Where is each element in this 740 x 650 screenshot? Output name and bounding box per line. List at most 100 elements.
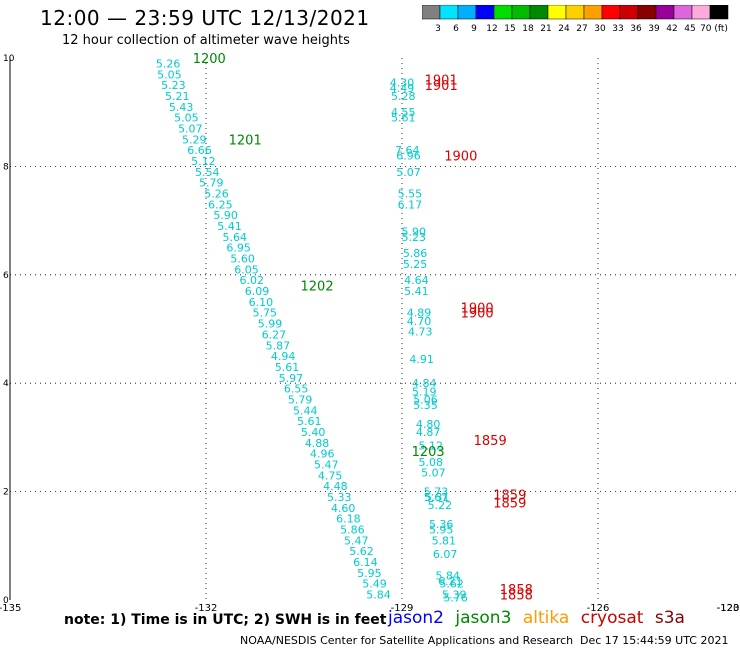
satellite-legend-jason3: jason3	[455, 608, 512, 628]
swh-value-label: 5.60	[230, 253, 255, 266]
credit-text: NOAA/NESDIS Center for Satellite Applica…	[240, 634, 574, 647]
colorbar-label: 12	[486, 24, 497, 34]
pass-time-label: 1859	[493, 496, 526, 511]
units-note: note: 1) Time is in UTC; 2) SWH is in fe…	[64, 612, 387, 628]
pass-time-label: 1900	[461, 301, 494, 316]
swh-value-label: 5.26	[204, 188, 229, 201]
swh-value-label: 6.18	[336, 513, 361, 526]
y-tick-label: 4	[3, 379, 9, 389]
swh-value-label: 5.76	[443, 591, 468, 604]
swh-value-label: 6.27	[262, 328, 287, 341]
swh-value-label: 5.61	[391, 112, 416, 125]
swh-value-label: 5.25	[403, 258, 428, 271]
swh-value-label: 5.90	[402, 225, 427, 238]
swh-value-label: 5.29	[182, 133, 207, 146]
colorbar-label: 36	[630, 24, 642, 34]
swh-value-label: 6.07	[433, 548, 458, 561]
swh-value-label: 5.28	[391, 90, 416, 103]
swh-value-label: 4.60	[331, 502, 356, 515]
swh-value-label: 5.23	[161, 79, 186, 92]
swh-value-label: 5.79	[288, 393, 313, 406]
swh-value-label: 5.40	[301, 426, 326, 439]
swh-value-label: 6.17	[398, 198, 423, 211]
pass-time-label: 1203	[412, 445, 445, 460]
swh-value-label: 5.97	[279, 372, 304, 385]
swh-value-label: 5.86	[403, 247, 428, 260]
pass-time-label: 1858	[500, 583, 533, 598]
swh-value-label: 5.33	[327, 491, 352, 504]
swh-value-label: 5.05	[174, 112, 199, 125]
swh-value-label: 5.67	[424, 491, 449, 504]
swh-value-label: 5.47	[344, 534, 369, 547]
swh-value-label: 6.10	[249, 296, 274, 309]
swh-value-label: 4.64	[404, 274, 429, 287]
swh-value-label: 4.49	[390, 82, 415, 95]
swh-value-label: 6.02	[239, 274, 264, 287]
swh-value-label: 4.89	[407, 307, 432, 320]
x-tick-label: -135	[0, 603, 21, 614]
swh-value-label: 5.21	[165, 90, 190, 103]
colorbar-label: 70 (ft)	[700, 24, 728, 34]
swh-value-label: 5.79	[199, 177, 224, 190]
swh-value-label: 5.61	[275, 361, 300, 374]
satellite-legend-altika: altika	[522, 608, 570, 628]
swh-value-label: 4.73	[408, 326, 433, 339]
colorbar-label: 15	[504, 24, 515, 34]
satellite-legend: jason2 jason3 altika cryosat s3a	[388, 608, 691, 628]
swh-value-label: 5.47	[314, 459, 339, 472]
chart-subtitle: 12 hour collection of altimeter wave hei…	[62, 33, 350, 48]
swh-value-label: 5.84	[435, 570, 460, 583]
swh-value-label: 5.41	[404, 285, 429, 298]
pass-time-label: 1859	[474, 434, 507, 449]
swh-value-label: 4.94	[271, 350, 296, 363]
swh-value-label: 4.48	[323, 480, 348, 493]
swh-value-label: 5.22	[428, 499, 453, 512]
swh-value-label: 4.75	[318, 469, 343, 482]
pass-time-label: 1859	[493, 488, 526, 503]
pass-time-label: 1900	[461, 307, 494, 322]
x-tick-label: -126	[587, 603, 610, 614]
colorbar-label: 33	[612, 24, 623, 34]
colorbar-label: 42	[666, 24, 677, 34]
swh-value-label: 5.87	[266, 339, 291, 352]
swh-value-label: 5.36	[429, 518, 454, 531]
x-tick-label: -123	[717, 603, 740, 614]
swh-value-label: 5.43	[169, 101, 194, 114]
swh-value-label: 5.44	[293, 404, 318, 417]
colorbar-label: 3	[435, 24, 441, 34]
swh-value-label: 5.41	[217, 220, 242, 233]
swh-value-label: 5.55	[398, 188, 423, 201]
pass-time-label: 1901	[425, 79, 458, 94]
satellite-legend-s3a: s3a	[654, 608, 685, 628]
y-tick-label: 2	[3, 488, 9, 498]
swh-value-label: 6.09	[245, 285, 270, 298]
swh-value-label: 5.26	[156, 57, 181, 70]
satellite-legend-cryosat: cryosat	[580, 608, 644, 628]
swh-value-label: 4.91	[409, 353, 434, 366]
swh-value-label: 5.06	[413, 393, 438, 406]
pass-time-label: 1858	[500, 589, 533, 604]
y-tick-label: 6	[3, 271, 9, 281]
swh-value-label: 4.70	[407, 315, 432, 328]
swh-value-label: 5.35	[413, 399, 438, 412]
colorbar-label: 6	[453, 24, 459, 34]
generated-timestamp: Dec 17 15:44:59 UTC 2021	[580, 634, 729, 647]
swh-value-label: 5.54	[195, 166, 220, 179]
swh-value-label: 4.87	[416, 426, 441, 439]
swh-value-label: 5.07	[396, 166, 421, 179]
y-tick-label: 8	[3, 162, 9, 172]
swh-value-label: 5.31	[425, 491, 450, 504]
y-tick-label: 10	[3, 54, 15, 64]
pass-time-label: 1201	[229, 133, 262, 148]
swh-value-label: 5.90	[213, 209, 238, 222]
swh-value-label: 5.84	[366, 589, 391, 602]
color-legend: 3 6 9 12 15 18 21 24 27 30 33 36 39 42 45 70 (ft)	[422, 5, 729, 34]
swh-value-label: 5.75	[253, 307, 278, 320]
colorbar-label: 45	[684, 24, 695, 34]
swh-value-label: 5.23	[402, 231, 427, 244]
colorbar-swatch	[709, 5, 729, 20]
chart-title: 12:00 — 23:59 UTC 12/13/2021	[40, 6, 370, 30]
x-tick-label: -120	[717, 603, 740, 614]
pass-time-label: 1202	[301, 280, 334, 295]
swh-value-label: 5.62	[439, 578, 464, 591]
